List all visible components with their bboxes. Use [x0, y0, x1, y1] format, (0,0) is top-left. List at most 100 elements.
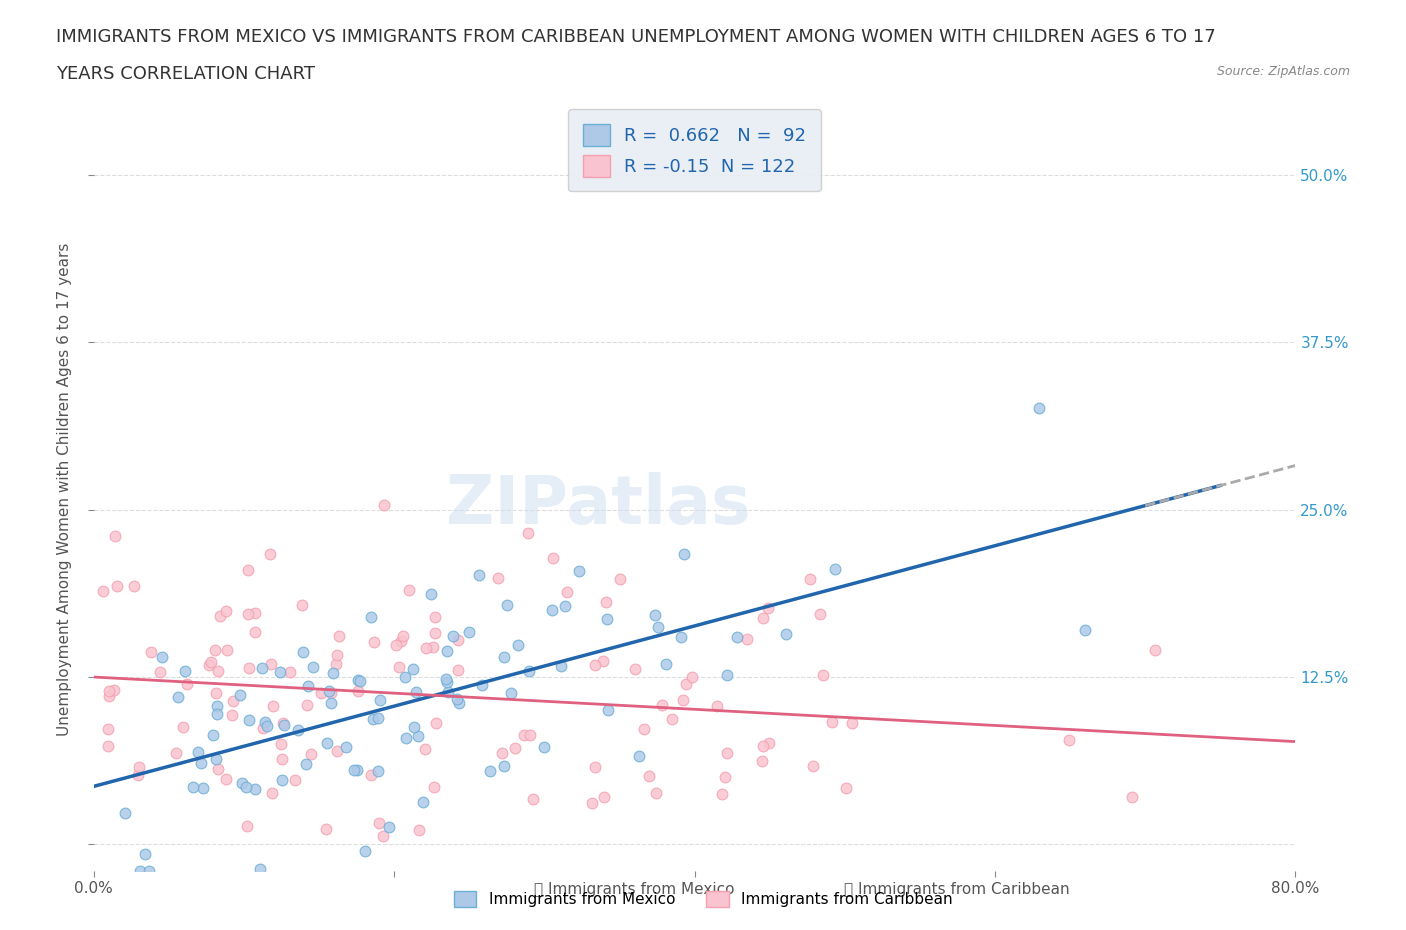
Point: [506, 638, 529, 653]
Point: [408, 822, 430, 837]
Point: [675, 676, 697, 691]
Point: [299, 746, 322, 761]
Point: [479, 764, 502, 778]
Point: [499, 685, 522, 700]
Point: [401, 662, 423, 677]
Point: [204, 751, 226, 766]
Point: [238, 660, 260, 675]
Point: [128, 760, 150, 775]
Point: [425, 716, 447, 731]
Point: [1057, 732, 1080, 747]
Point: [644, 608, 666, 623]
Point: [486, 571, 509, 586]
Point: [596, 612, 619, 627]
Text: Source: ZipAtlas.com: Source: ZipAtlas.com: [1216, 65, 1350, 78]
Point: [367, 711, 389, 725]
Point: [447, 663, 470, 678]
Point: [114, 806, 136, 821]
Point: [200, 655, 222, 670]
Point: [471, 677, 494, 692]
Point: [841, 715, 863, 730]
Point: [1121, 790, 1143, 804]
Point: [193, 781, 215, 796]
Point: [325, 656, 347, 671]
Point: [593, 790, 616, 804]
Point: [367, 764, 389, 778]
Point: [270, 751, 292, 766]
Point: [752, 611, 775, 626]
Point: [124, 578, 146, 593]
Point: [437, 684, 460, 699]
Point: [446, 632, 468, 647]
Point: [368, 816, 391, 830]
Point: [238, 713, 260, 728]
Point: [347, 684, 370, 698]
Point: [360, 767, 382, 782]
Point: [1074, 622, 1097, 637]
Point: [550, 658, 572, 673]
Point: [644, 786, 666, 801]
Point: [150, 650, 173, 665]
Point: [821, 714, 844, 729]
Point: [468, 567, 491, 582]
Point: [392, 628, 415, 643]
Point: [388, 659, 411, 674]
Point: [671, 630, 693, 644]
Point: [129, 864, 152, 879]
Point: [335, 739, 357, 754]
Point: [204, 643, 226, 658]
Point: [371, 829, 394, 844]
Point: [713, 769, 735, 784]
Point: [236, 607, 259, 622]
Point: [354, 844, 377, 859]
Point: [190, 755, 212, 770]
Point: [706, 698, 728, 713]
Point: [422, 640, 444, 655]
Point: [360, 610, 382, 625]
Point: [492, 758, 515, 773]
Point: [134, 847, 156, 862]
Point: [273, 718, 295, 733]
Point: [326, 743, 349, 758]
Point: [297, 679, 319, 694]
Point: [811, 668, 834, 683]
Point: [259, 547, 281, 562]
Point: [609, 572, 631, 587]
Point: [810, 606, 832, 621]
Point: [321, 696, 343, 711]
Point: [250, 660, 273, 675]
Point: [419, 587, 441, 602]
Point: [799, 572, 821, 587]
Point: [716, 745, 738, 760]
Point: [346, 763, 368, 777]
Point: [256, 719, 278, 734]
Point: [98, 688, 121, 703]
Point: [516, 525, 538, 540]
Point: [413, 742, 436, 757]
Point: [292, 644, 315, 659]
Point: [270, 737, 292, 751]
Point: [260, 785, 283, 800]
Point: [568, 564, 591, 578]
Point: [402, 720, 425, 735]
Point: [572, 905, 595, 920]
Point: [215, 604, 238, 618]
Point: [513, 728, 536, 743]
Point: [231, 776, 253, 790]
Point: [441, 629, 464, 644]
Point: [775, 626, 797, 641]
Point: [291, 598, 314, 613]
Point: [253, 715, 276, 730]
Point: [533, 740, 555, 755]
Point: [319, 685, 342, 700]
Point: [716, 668, 738, 683]
Point: [583, 658, 606, 672]
Point: [222, 694, 245, 709]
Point: [187, 745, 209, 760]
Point: [343, 763, 366, 777]
Point: [284, 773, 307, 788]
Point: [103, 683, 125, 698]
Point: [752, 738, 775, 753]
Point: [322, 665, 344, 680]
Point: [436, 674, 458, 689]
